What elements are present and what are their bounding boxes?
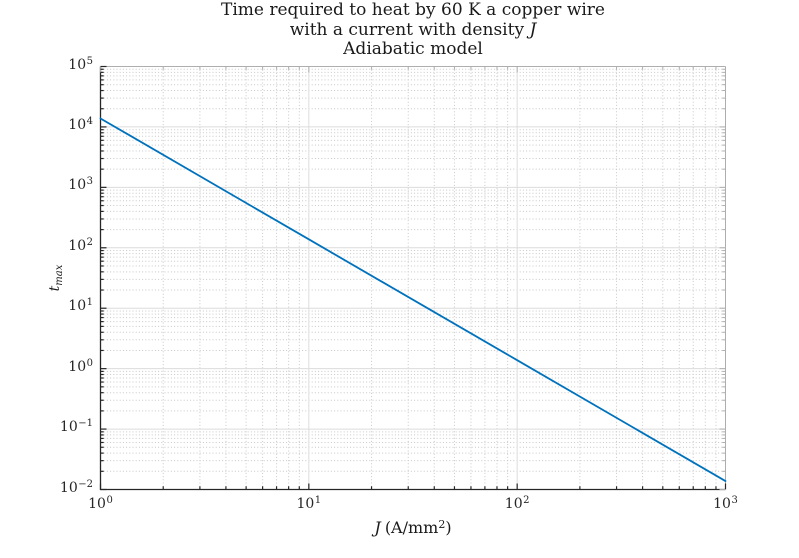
y-tick-label: 102 <box>68 236 93 254</box>
axis-ticks <box>99 65 727 491</box>
x-tick-label: 100 <box>88 495 113 512</box>
x-axis-variable: J <box>374 518 381 537</box>
chart-title: Time required to heat by 60 K a copper w… <box>100 0 726 60</box>
grid-minor <box>100 66 726 490</box>
title-line-2: with a current with density J <box>100 19 726 41</box>
y-axis-subscript: max <box>54 264 65 286</box>
y-axis-variable: t <box>47 285 63 292</box>
x-tick-label: 103 <box>713 495 738 512</box>
x-axis-unit: (A/mm <box>384 518 439 537</box>
title-line-3: Adiabatic model <box>343 39 483 59</box>
series <box>99 117 727 482</box>
x-axis-unit-close: ) <box>445 518 452 537</box>
y-tick-label: 10−2 <box>59 478 93 496</box>
title-line-2-variable: J <box>529 19 537 40</box>
grid-major <box>100 66 726 490</box>
data-line <box>99 117 727 482</box>
y-tick-label: 104 <box>68 115 93 133</box>
y-tick-label: 105 <box>68 55 93 73</box>
y-tick-label: 100 <box>68 357 93 375</box>
x-tick-label: 101 <box>296 495 322 512</box>
title-line-1: Time required to heat by 60 K a copper w… <box>221 0 605 20</box>
y-tick-label: 10−1 <box>59 418 93 436</box>
x-tick-label: 102 <box>504 495 530 512</box>
title-line-2-text: with a current with density <box>289 19 525 40</box>
y-axis-label: tmax <box>47 265 65 292</box>
y-tick-label: 101 <box>68 297 93 315</box>
y-tick-label: 103 <box>68 176 93 194</box>
x-axis-unit-exponent: 2 <box>438 518 446 531</box>
x-axis-label: J (A/mm2) <box>100 518 726 537</box>
